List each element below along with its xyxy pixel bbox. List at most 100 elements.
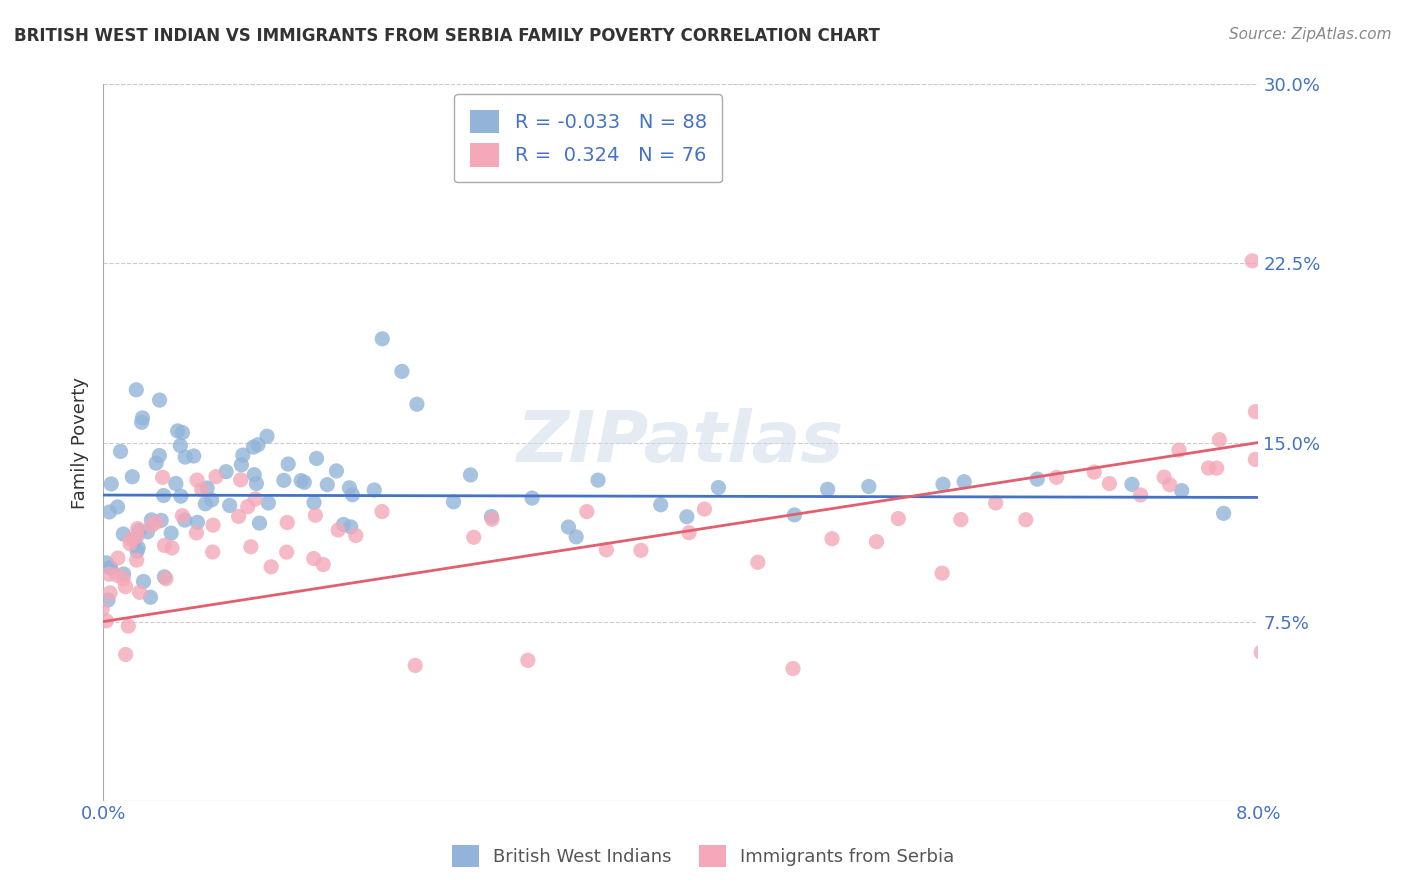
Point	[132, 574, 155, 589]
Point	[201, 492, 224, 507]
Point	[97, 593, 120, 607]
Point	[316, 477, 339, 491]
Point	[186, 516, 208, 530]
Point	[1208, 433, 1230, 447]
Point	[215, 465, 238, 479]
Point	[1153, 470, 1175, 484]
Point	[127, 544, 149, 558]
Point	[148, 449, 170, 463]
Point	[145, 456, 167, 470]
Point	[257, 496, 280, 510]
Point	[463, 530, 485, 544]
Point	[125, 553, 148, 567]
Point	[949, 512, 972, 526]
Point	[107, 500, 129, 514]
Point	[114, 580, 136, 594]
Point	[1244, 405, 1267, 419]
Point	[342, 488, 364, 502]
Point	[205, 469, 228, 483]
Point	[858, 479, 880, 493]
Point	[153, 538, 176, 552]
Point	[236, 500, 259, 514]
Point	[148, 393, 170, 408]
Point	[131, 415, 153, 429]
Point	[246, 438, 269, 452]
Point	[783, 508, 806, 522]
Point	[110, 444, 132, 458]
Point	[520, 491, 543, 505]
Point	[127, 541, 149, 555]
Point	[276, 516, 298, 530]
Point	[245, 491, 267, 506]
Point	[125, 383, 148, 397]
Text: Source: ZipAtlas.com: Source: ZipAtlas.com	[1229, 27, 1392, 42]
Point	[166, 424, 188, 438]
Y-axis label: Family Poverty: Family Poverty	[72, 376, 89, 508]
Point	[218, 499, 240, 513]
Point	[782, 661, 804, 675]
Point	[516, 653, 538, 667]
Point	[1205, 461, 1227, 475]
Point	[1241, 253, 1264, 268]
Point	[242, 440, 264, 454]
Point	[174, 450, 197, 464]
Point	[152, 470, 174, 484]
Point	[245, 476, 267, 491]
Point	[169, 439, 191, 453]
Point	[575, 505, 598, 519]
Point	[160, 526, 183, 541]
Point	[932, 477, 955, 491]
Point	[630, 543, 652, 558]
Point	[136, 524, 159, 539]
Point	[152, 489, 174, 503]
Point	[865, 534, 887, 549]
Point	[112, 567, 135, 582]
Point	[186, 473, 208, 487]
Point	[1045, 470, 1067, 484]
Point	[117, 619, 139, 633]
Point	[124, 533, 146, 547]
Point	[120, 533, 142, 547]
Point	[202, 518, 225, 533]
Point	[107, 551, 129, 566]
Point	[249, 516, 271, 530]
Point	[277, 457, 299, 471]
Point	[173, 513, 195, 527]
Point	[186, 525, 208, 540]
Point	[1159, 477, 1181, 491]
Point	[96, 614, 118, 628]
Point	[1244, 452, 1267, 467]
Point	[1121, 477, 1143, 491]
Legend: British West Indians, Immigrants from Serbia: British West Indians, Immigrants from Se…	[444, 838, 962, 874]
Point	[1129, 488, 1152, 502]
Point	[371, 504, 394, 518]
Point	[139, 591, 162, 605]
Point	[100, 477, 122, 491]
Point	[1168, 443, 1191, 458]
Point	[195, 481, 218, 495]
Point	[678, 525, 700, 540]
Point	[481, 509, 503, 524]
Point	[80, 528, 103, 542]
Point	[128, 524, 150, 538]
Point	[145, 516, 167, 530]
Point	[98, 560, 121, 574]
Point	[155, 572, 177, 586]
Point	[406, 397, 429, 411]
Point	[160, 541, 183, 555]
Point	[105, 568, 128, 582]
Point	[1212, 506, 1234, 520]
Point	[344, 528, 367, 542]
Point	[1098, 476, 1121, 491]
Point	[1083, 465, 1105, 479]
Point	[325, 464, 347, 478]
Point	[190, 483, 212, 497]
Point	[304, 508, 326, 523]
Point	[371, 332, 394, 346]
Point	[112, 572, 135, 586]
Legend: R = -0.033   N = 88, R =  0.324   N = 76: R = -0.033 N = 88, R = 0.324 N = 76	[454, 95, 723, 183]
Point	[114, 648, 136, 662]
Point	[150, 513, 173, 527]
Point	[128, 585, 150, 599]
Point	[595, 542, 617, 557]
